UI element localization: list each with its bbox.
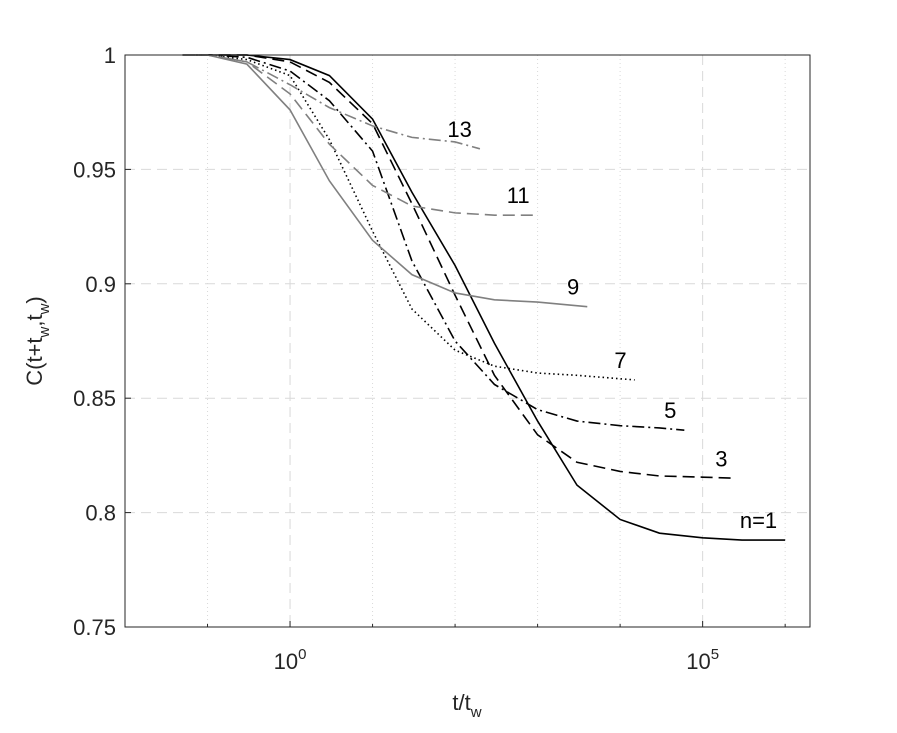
y-axis-label: C(t+tw​,tw​)	[22, 296, 53, 386]
y-tick-label: 0.85	[73, 386, 116, 411]
x-tick-label: 105​	[686, 646, 719, 674]
y-tick-label: 0.9	[85, 272, 116, 297]
series-label: 3	[715, 446, 727, 471]
y-tick-label: 1	[104, 43, 116, 68]
axes-box	[124, 54, 811, 628]
series-label: 13	[447, 117, 471, 142]
series-label: 7	[614, 348, 626, 373]
series-line	[182, 54, 481, 150]
series-line	[182, 54, 588, 308]
series-label: 11	[507, 183, 530, 208]
y-tick-label: 0.95	[73, 157, 116, 182]
x-tick-label: 100​	[274, 646, 307, 674]
series-line	[182, 54, 685, 432]
series-label: n=1	[740, 508, 777, 533]
plot: n=1 3 5 7 9 11 13	[182, 54, 786, 541]
series-line	[182, 54, 736, 480]
series-label: 5	[664, 398, 676, 423]
y-tick-label: 0.75	[73, 615, 116, 640]
series-line	[182, 54, 786, 541]
y-tick-label: 0.8	[85, 501, 116, 526]
series-label: 9	[567, 275, 579, 300]
x-axis-label: t/tw​	[452, 690, 481, 721]
